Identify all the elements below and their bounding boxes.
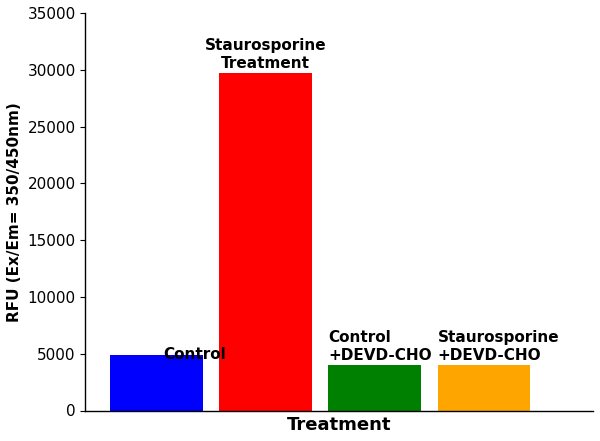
Bar	[110, 355, 203, 411]
Text: Control: Control	[163, 348, 226, 363]
Y-axis label: RFU (Ex/Em= 350/450nm): RFU (Ex/Em= 350/450nm)	[7, 102, 22, 321]
Bar	[219, 73, 312, 411]
Bar	[437, 365, 530, 411]
Text: Staurosporine
Treatment: Staurosporine Treatment	[205, 38, 326, 71]
Text: Control
+DEVD-CHO: Control +DEVD-CHO	[328, 330, 432, 363]
X-axis label: Treatment: Treatment	[287, 416, 392, 434]
Bar	[328, 365, 421, 411]
Text: Staurosporine
+DEVD-CHO: Staurosporine +DEVD-CHO	[437, 330, 559, 363]
